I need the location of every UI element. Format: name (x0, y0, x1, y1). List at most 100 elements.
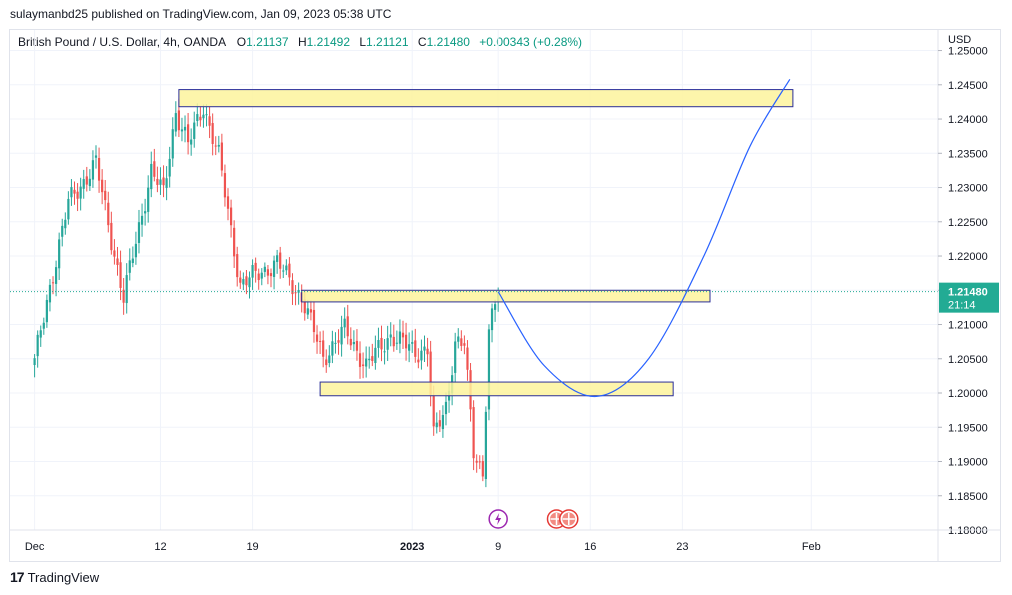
candle-body (73, 189, 76, 194)
event-markers[interactable] (488, 509, 579, 529)
candle-body (104, 190, 107, 201)
projection-path[interactable] (497, 79, 791, 398)
candle-body (236, 254, 239, 278)
candle-body (113, 250, 116, 257)
candle-body (328, 355, 331, 363)
y-tick-label: 1.20000 (948, 388, 988, 400)
candle-body (315, 334, 319, 342)
candle-body (454, 341, 457, 373)
candle-body (340, 326, 343, 345)
candle-body (398, 331, 402, 344)
chart-pane[interactable] (9, 29, 1001, 562)
candle-body (374, 347, 377, 364)
x-tick-label: 2023 (400, 541, 424, 553)
change-value: +0.00343 (+0.28%) (479, 35, 583, 49)
candle-body (150, 163, 153, 190)
candle-body (269, 273, 273, 277)
candle-body (211, 123, 214, 144)
candle-body (472, 407, 475, 459)
candle-body (147, 187, 150, 212)
candle-body (217, 144, 220, 147)
candle-body (107, 202, 110, 226)
candle-body (190, 139, 193, 145)
candle-body (365, 358, 368, 367)
candle-body (226, 196, 230, 209)
candle-body (70, 187, 73, 198)
candle-body (205, 114, 208, 116)
last-price-tag (939, 282, 999, 313)
candle-body (392, 336, 395, 347)
candle-body (303, 299, 306, 314)
candle-body (220, 142, 223, 171)
candle-body (276, 255, 279, 262)
candle-body (490, 308, 494, 331)
uk-flag-event-icon[interactable] (559, 509, 579, 529)
candle-body (110, 222, 113, 251)
candle-body (306, 308, 309, 315)
candle-body (171, 129, 174, 159)
candle-body (463, 343, 466, 346)
low-label: L (359, 35, 367, 49)
candle-body (67, 198, 70, 220)
candle-body (352, 341, 355, 345)
lightning-event-icon[interactable] (488, 509, 508, 529)
support-zone[interactable] (319, 381, 674, 397)
resistance-zone[interactable] (178, 89, 794, 108)
candle-body (414, 340, 417, 357)
candle-body (134, 243, 138, 258)
candle-body (202, 114, 205, 119)
candle-body (325, 359, 328, 366)
publish-credit: sulaymanbd25 published on TradingView.co… (10, 7, 392, 21)
candle-body (285, 265, 288, 271)
candle-body (343, 318, 346, 328)
time-axis[interactable]: Dec 12 19 2023 9 16 23 Feb (10, 529, 1000, 553)
symbol-title[interactable]: British Pound / U.S. Dollar, 4h, OANDA (18, 35, 226, 49)
zones[interactable] (178, 89, 794, 397)
close-value: 1.21480 (426, 35, 470, 49)
candle-body (408, 344, 411, 351)
candle-body (183, 126, 187, 131)
y-tick-label: 1.23500 (948, 148, 988, 160)
candle-body (389, 334, 392, 338)
candle-body (319, 340, 322, 342)
candle-body (466, 347, 469, 370)
candle-body (245, 276, 248, 286)
candle-body (196, 114, 199, 121)
y-tick-label: 1.24000 (948, 114, 988, 126)
candle-body (294, 292, 297, 294)
candle-body (444, 401, 448, 415)
y-tick-label: 1.18500 (948, 491, 988, 503)
footer-brand-text: TradingView (27, 569, 100, 585)
candle-body (383, 351, 386, 353)
symbol-legend: British Pound / U.S. Dollar, 4h, OANDA O… (18, 35, 582, 49)
y-tick-label: 1.22000 (948, 251, 988, 263)
current-zone[interactable] (301, 289, 711, 303)
candle-body (208, 116, 211, 126)
candle-body (337, 340, 340, 343)
y-tick-label: 1.24500 (948, 80, 988, 92)
candle-body (460, 338, 463, 346)
candle-body (349, 338, 352, 346)
candle-body (401, 332, 405, 338)
candle-body (223, 173, 227, 198)
price-axis[interactable]: 1.25000 1.24500 1.24000 1.23500 1.23000 1.225… (937, 30, 999, 562)
candle-body (457, 336, 460, 342)
candle-body (411, 342, 414, 344)
candle-body (131, 258, 134, 264)
projection-curve[interactable] (497, 79, 791, 398)
high-value: 1.21492 (306, 35, 351, 49)
candle-body (487, 329, 491, 410)
candle-body (174, 113, 177, 132)
footer-brand[interactable]: 17 TradingView (10, 569, 99, 585)
candle-body (423, 346, 426, 351)
candle-body (88, 178, 91, 187)
candle-body (33, 358, 36, 366)
candle-body (159, 179, 162, 185)
candle-body (239, 277, 242, 283)
candle-body (58, 239, 61, 269)
candle-body (266, 269, 270, 276)
candle-body (377, 340, 380, 348)
y-tick-label: 1.23000 (948, 183, 988, 195)
candle-body (128, 260, 131, 273)
